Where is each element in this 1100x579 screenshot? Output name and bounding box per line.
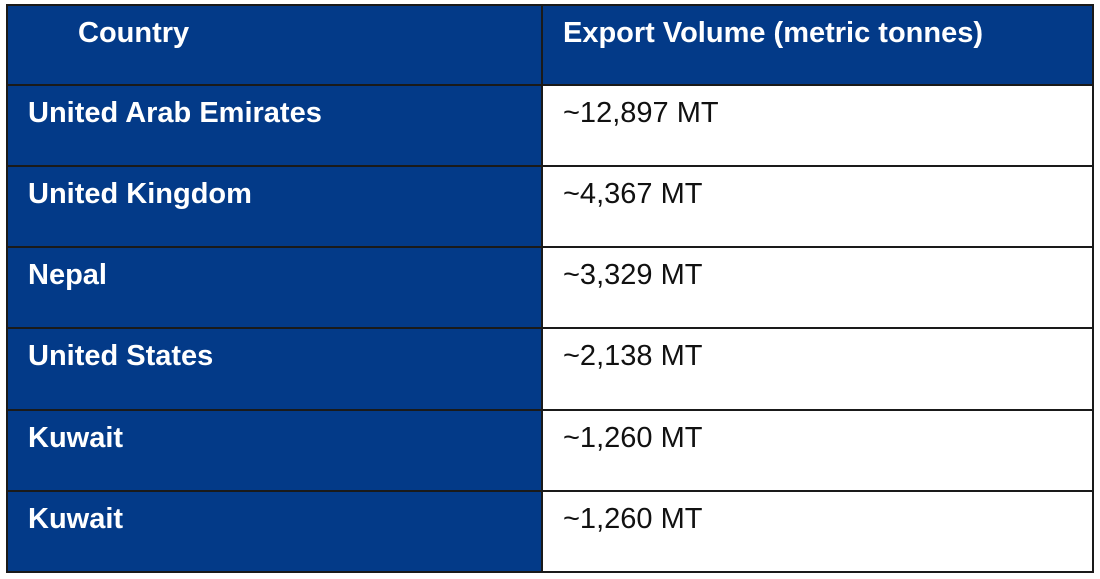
country-cell: United Kingdom: [6, 165, 543, 249]
table-row: United States ~2,138 MT: [6, 327, 1094, 411]
table-header: Country Export Volume (metric tonnes): [6, 4, 1094, 86]
table-row: Kuwait ~1,260 MT: [6, 408, 1094, 492]
volume-cell: ~12,897 MT: [541, 83, 1094, 168]
header-cell: Country: [6, 4, 543, 86]
country-cell: United Arab Emirates: [6, 83, 543, 168]
country-cell: Nepal: [6, 246, 543, 330]
country-cell: Kuwait: [6, 408, 543, 492]
volume-cell: ~3,329 MT: [541, 246, 1094, 330]
table-body: United Arab Emirates ~12,897 MT United Kin…: [6, 83, 1094, 574]
volume-cell: ~4,367 MT: [541, 165, 1094, 249]
country-cell: United States: [6, 327, 543, 411]
table-row: United Kingdom ~4,367 MT: [6, 165, 1094, 249]
table-row: United Arab Emirates ~12,897 MT: [6, 83, 1094, 168]
volume-cell: ~2,138 MT: [541, 327, 1094, 411]
volume-cell: ~1,260 MT: [541, 489, 1094, 574]
table-row: Kuwait ~1,260 MT: [6, 489, 1094, 574]
header-row: Country Export Volume (metric tonnes): [6, 4, 1094, 86]
country-cell: Kuwait: [6, 489, 543, 574]
volume-cell: ~1,260 MT: [541, 408, 1094, 492]
header-cell: Export Volume (metric tonnes): [541, 4, 1094, 86]
export-table: Country Export Volume (metric tonnes) Un…: [6, 4, 1094, 574]
table-row: Nepal ~3,329 MT: [6, 246, 1094, 330]
